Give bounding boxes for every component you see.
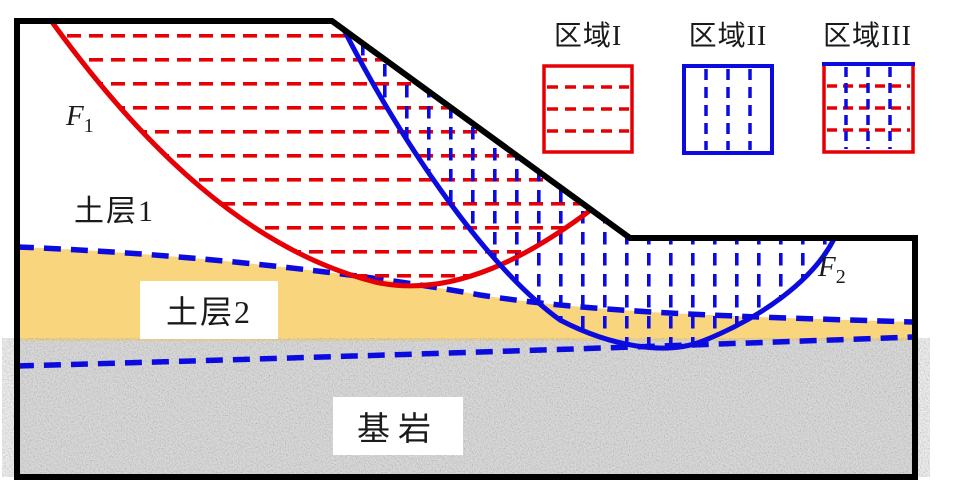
- zone1-red-hatch-region: [52, 22, 592, 286]
- f1-curve-label: F1: [66, 100, 94, 137]
- legend-swatch-zone1: [542, 64, 634, 154]
- legend-swatch-zone3: [822, 62, 915, 154]
- layer-boundary-lower-dashed-line: [16, 334, 914, 369]
- slip-surface-f1-curve: [49, 20, 594, 289]
- legend-label-zone2: 区域II: [688, 21, 768, 52]
- f2-curve-label: F2: [818, 251, 846, 288]
- legend-label-zone3: 区域III: [823, 21, 912, 52]
- bedrock-label: 基岩: [333, 397, 463, 455]
- legend-swatch-zone2: [682, 64, 774, 155]
- bedrock-fill: [20, 341, 912, 474]
- slip-surface-f2-curve: [340, 26, 837, 351]
- soil-layer-1-label: 土层1: [74, 195, 155, 228]
- legend-label-zone1: 区域I: [553, 21, 623, 52]
- soil-layer-2-label: 土层2: [140, 281, 278, 339]
- zone2-blue-hatch-region: [343, 28, 834, 349]
- slope-outline-border: [14, 18, 918, 480]
- layer-boundary-upper-dashed-line: [16, 244, 914, 325]
